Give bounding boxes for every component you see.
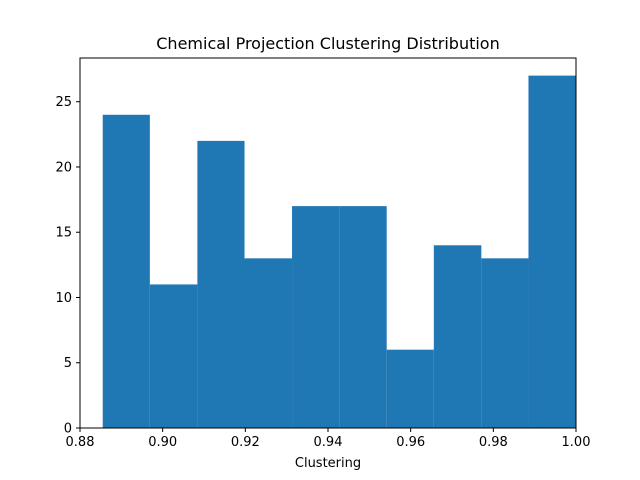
x-tick-label-7: 1.00: [562, 435, 591, 450]
histogram-bar-3: [197, 140, 245, 428]
histogram-bar-8: [433, 245, 482, 428]
y-tick-label-6: 25: [55, 95, 72, 110]
x-axis-label: Clustering: [295, 456, 361, 471]
x-tick-label-4: 0.94: [314, 435, 343, 450]
y-axis-ticks: 0 5 10 15 20 25: [55, 95, 80, 437]
histogram-bar-5: [292, 206, 340, 428]
x-tick-label-3: 0.92: [231, 435, 260, 450]
x-tick-label-6: 0.98: [479, 435, 508, 450]
y-tick-label-4: 15: [55, 226, 72, 241]
histogram-bar-1: [102, 114, 150, 428]
bars-group: [102, 75, 576, 428]
plot-frame: [79, 57, 577, 429]
x-tick-label-1: 0.88: [66, 435, 95, 450]
y-tick-label-2: 5: [64, 356, 72, 371]
x-tick-label-2: 0.90: [148, 435, 177, 450]
histogram-bar-4: [244, 258, 293, 428]
histogram-bar-9: [481, 258, 529, 428]
x-axis-ticks: 0.88 0.90 0.92 0.94 0.96 0.98 1.00: [66, 428, 591, 450]
chart-title: Chemical Projection Clustering Distribut…: [156, 34, 499, 53]
y-tick-label-1: 0: [64, 422, 72, 437]
histogram-bar-6: [339, 206, 387, 428]
histogram-bar-2: [149, 284, 198, 428]
x-tick-label-5: 0.96: [396, 435, 425, 450]
histogram-bar-10: [528, 75, 576, 428]
y-tick-label-5: 20: [55, 160, 72, 175]
histogram-bar-7: [386, 349, 434, 428]
y-tick-label-3: 10: [55, 291, 72, 306]
